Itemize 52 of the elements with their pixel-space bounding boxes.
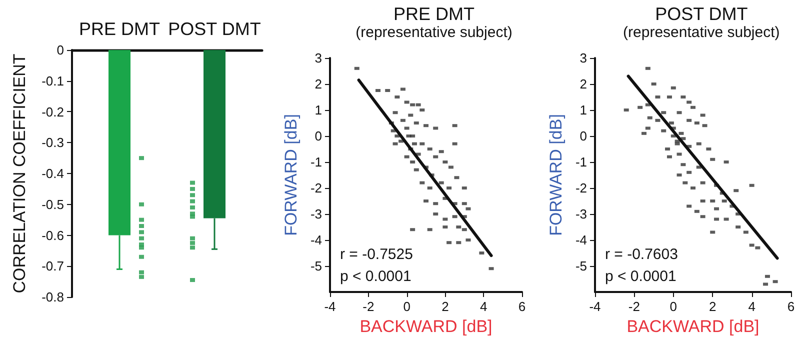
y-tick-label: -3 xyxy=(310,206,322,222)
y-tick-label: 0 xyxy=(314,128,322,144)
chart-subtitle: (representative subject) xyxy=(356,24,512,41)
y-axis-title: CORRELATION COEFFICIENT xyxy=(10,54,29,294)
y-tick-label: -0.3 xyxy=(42,135,64,150)
y-axis-title: FORWARD [dB] xyxy=(282,114,301,236)
chart-subtitle: (representative subject) xyxy=(623,24,780,41)
y-tick-label: 0 xyxy=(580,128,587,144)
x-axis-title: BACKWARD [dB] xyxy=(626,317,760,336)
y-tick-label: -5 xyxy=(575,258,587,274)
y-tick-label: -2 xyxy=(575,180,587,196)
x-tick-label: 6 xyxy=(787,299,795,314)
x-tick-label: 0 xyxy=(670,299,678,314)
chart-title: PRE DMT xyxy=(394,4,475,24)
x-axis-title: BACKWARD [dB] xyxy=(360,317,492,336)
y-tick-label: 3 xyxy=(580,50,587,66)
x-tick-label: -2 xyxy=(362,299,374,314)
y-tick-label: -1 xyxy=(575,154,587,170)
y-axis-title: FORWARD [dB] xyxy=(546,114,566,236)
y-tick-label: 2 xyxy=(314,76,322,92)
y-tick-label: 2 xyxy=(580,76,587,92)
y-tick-label: -2 xyxy=(310,180,322,196)
y-tick-label: -3 xyxy=(575,206,587,222)
x-tick-label: 2 xyxy=(708,299,716,314)
y-tick-label: -0.8 xyxy=(42,290,64,304)
y-tick-label: -0.7 xyxy=(42,258,64,274)
y-tick-label: -5 xyxy=(310,258,322,274)
x-tick-label: -2 xyxy=(628,299,640,314)
annotation: p < 0.0001 xyxy=(605,268,676,285)
annotation: r = -0.7603 xyxy=(605,246,678,263)
annotation: p < 0.0001 xyxy=(340,268,412,285)
y-tick-label: -0.1 xyxy=(42,73,64,88)
y-tick-label: -4 xyxy=(575,232,587,248)
y-tick-label: 3 xyxy=(314,50,322,66)
y-tick-label: -1 xyxy=(310,154,322,170)
y-tick-label: -0.6 xyxy=(42,228,64,243)
x-tick-label: 4 xyxy=(480,299,488,314)
annotation: r = -0.7525 xyxy=(340,246,413,263)
y-tick-label: -0.5 xyxy=(42,196,64,212)
y-tick-label: 1 xyxy=(580,102,587,118)
x-tick-label: 0 xyxy=(403,299,410,314)
y-tick-label: 1 xyxy=(314,102,322,118)
x-tick-label: 2 xyxy=(442,299,449,314)
x-tick-label: -4 xyxy=(324,299,336,314)
x-tick-label: -4 xyxy=(589,299,601,314)
y-tick-label: 0 xyxy=(56,42,64,58)
y-tick-label: -0.2 xyxy=(42,104,64,120)
x-tick-label: 6 xyxy=(518,299,526,314)
y-tick-label: -4 xyxy=(310,232,322,248)
y-tick-label: -0.4 xyxy=(42,166,64,181)
x-tick-label: 4 xyxy=(748,299,756,314)
chart-title: POST DMT xyxy=(655,4,748,24)
